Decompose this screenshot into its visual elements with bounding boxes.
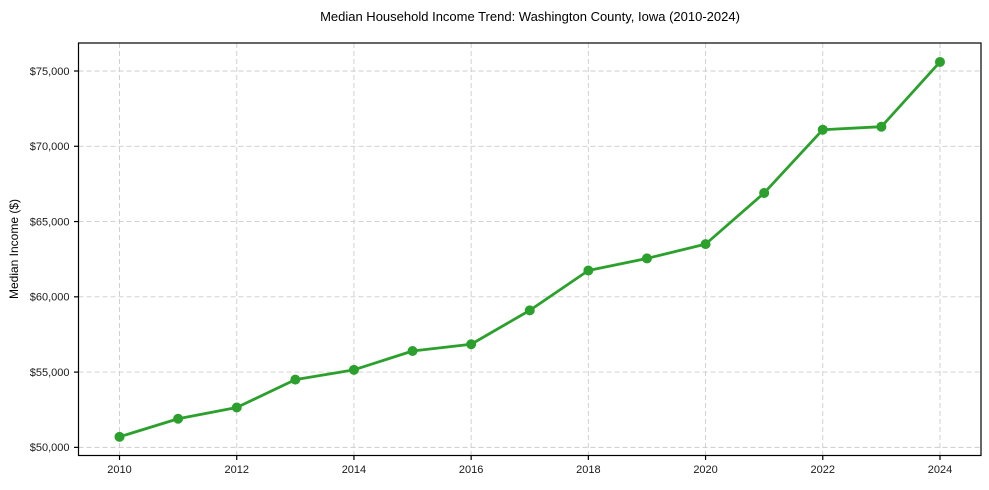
data-point-marker — [290, 374, 301, 385]
data-point-marker — [407, 346, 418, 357]
x-tick-label: 2020 — [693, 464, 717, 476]
data-point-marker — [641, 253, 652, 264]
data-point-marker — [348, 364, 359, 375]
x-tick-label: 2018 — [576, 464, 600, 476]
data-point-marker — [817, 124, 828, 135]
data-point-marker — [231, 402, 242, 413]
y-tick-label: $50,000 — [30, 442, 70, 454]
x-tick-label: 2016 — [459, 464, 483, 476]
data-point-marker — [114, 431, 125, 442]
chart-title: Median Household Income Trend: Washingto… — [320, 9, 740, 24]
y-tick-label: $55,000 — [30, 367, 70, 379]
x-tick-label: 2012 — [224, 464, 248, 476]
data-point-marker — [759, 187, 770, 198]
x-tick-label: 2022 — [811, 464, 835, 476]
data-point-marker — [700, 239, 711, 250]
x-tick-label: 2024 — [928, 464, 952, 476]
data-point-marker — [466, 339, 477, 350]
income-trend-line — [118, 60, 942, 439]
data-point-marker — [876, 121, 887, 132]
x-tick-label: 2010 — [107, 464, 131, 476]
axes-frame — [77, 42, 982, 457]
data-point-marker — [524, 305, 535, 316]
y-tick-label: $75,000 — [30, 66, 70, 78]
y-tick-label: $70,000 — [30, 141, 70, 153]
data-point-marker — [583, 265, 594, 276]
y-tick-label: $65,000 — [30, 216, 70, 228]
x-tick-label: 2014 — [342, 464, 366, 476]
data-point-marker — [173, 413, 184, 424]
y-tick-label: $60,000 — [30, 292, 70, 304]
data-point-marker — [934, 56, 945, 67]
